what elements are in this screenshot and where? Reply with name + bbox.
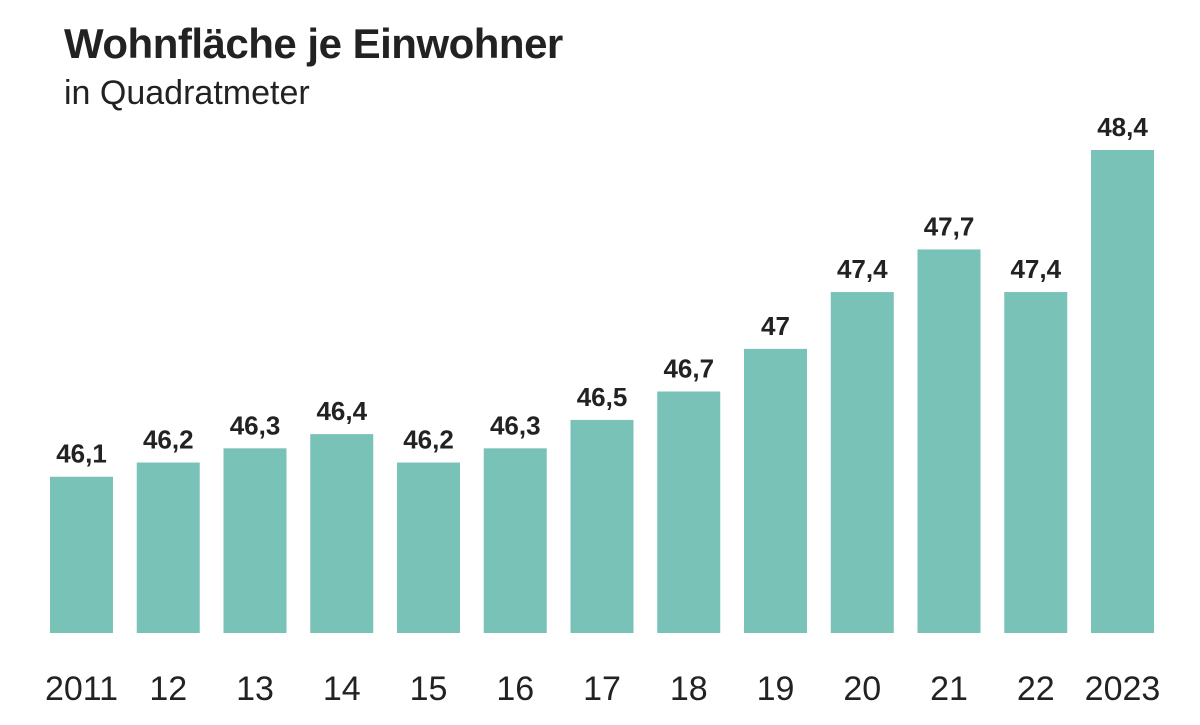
x-tick-label: 2023	[1085, 670, 1161, 708]
data-label: 46,1	[56, 439, 107, 469]
x-tick-label: 17	[583, 670, 621, 708]
bar-17	[570, 419, 634, 633]
data-label: 46,3	[230, 410, 281, 440]
x-tick-label: 14	[323, 670, 361, 708]
chart-subtitle: in Quadratmeter	[64, 74, 310, 112]
x-tick-label: 21	[930, 670, 968, 708]
data-label: 46,7	[663, 354, 714, 384]
bar-20	[830, 292, 894, 633]
bar-13	[223, 448, 287, 633]
chart-title: Wohnfläche je Einwohner	[64, 20, 563, 67]
x-tick-label: 22	[1017, 670, 1055, 708]
bar-14	[310, 434, 374, 633]
x-tick-label: 18	[670, 670, 708, 708]
data-label: 46,3	[490, 410, 541, 440]
bar-12	[136, 462, 200, 633]
bar-16	[483, 448, 547, 633]
bar-2023	[1091, 150, 1154, 633]
data-label: 47	[761, 311, 790, 341]
x-tick-label: 13	[236, 670, 274, 708]
x-tick-label: 15	[410, 670, 448, 708]
x-tick-label: 19	[757, 670, 795, 708]
x-tick-label: 16	[496, 670, 534, 708]
bar-18	[657, 391, 721, 633]
data-label: 46,4	[316, 396, 367, 426]
bar-22	[1004, 292, 1068, 633]
data-label: 48,4	[1097, 112, 1148, 142]
data-label: 47,4	[1010, 254, 1061, 284]
x-tick-label: 20	[843, 670, 881, 708]
bar-19	[744, 348, 807, 633]
data-label: 47,7	[924, 211, 975, 241]
x-tick-label: 2011	[45, 670, 118, 708]
bar-21	[917, 249, 981, 634]
data-label: 46,2	[143, 425, 194, 455]
data-label: 47,4	[837, 254, 888, 284]
data-label: 46,5	[577, 382, 628, 412]
x-tick-label: 12	[149, 670, 187, 708]
bar-15	[397, 462, 460, 633]
data-label: 46,2	[403, 425, 454, 455]
bar-2011	[50, 476, 113, 633]
